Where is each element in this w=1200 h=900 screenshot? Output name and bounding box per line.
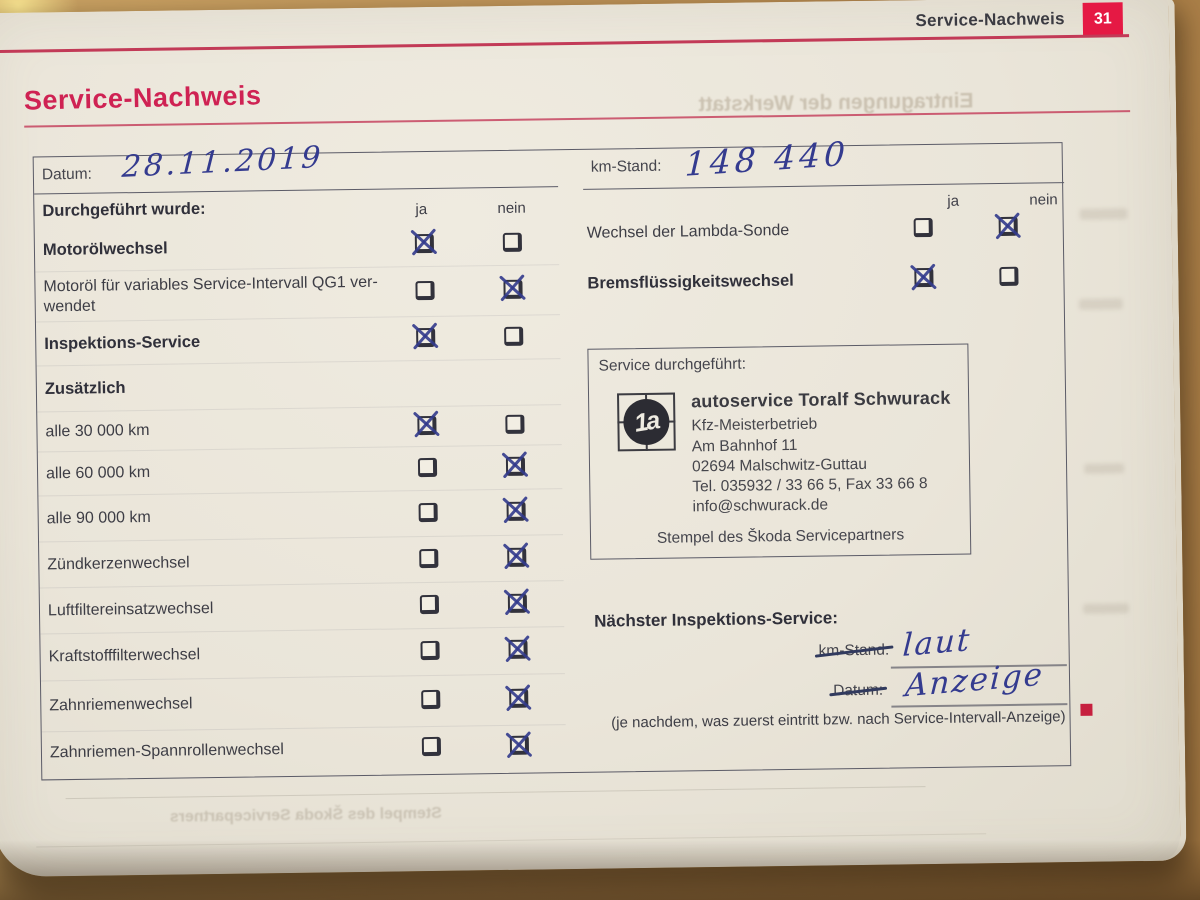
checkbox-ja <box>411 322 439 350</box>
checkbox-nein <box>502 542 530 570</box>
service-item-label: alle 30 000 km <box>45 421 150 440</box>
next-km-label: km-Stand: <box>819 642 890 661</box>
checkbox-nein <box>502 588 531 616</box>
table-row: Kraftstofffilterwechsel <box>40 627 565 682</box>
service-item-label: Inspektions-Service <box>44 332 201 353</box>
service-item-label: Luftfiltereinsatzwechsel <box>47 599 214 619</box>
stamp-text-block: autoservice Toralf Schwurack Kfz-Meister… <box>691 387 965 518</box>
table-row: Zahnriemen-Spannrollenwechsel <box>42 725 567 774</box>
table-row: Inspektions-Service <box>35 315 561 367</box>
section-header-zusaetzlich: Zusätzlich <box>44 378 126 398</box>
next-date-label-text: Datum: <box>833 681 884 700</box>
next-date-handwritten: Anzeige <box>904 656 1045 705</box>
service-item-label: Motorölwechsel <box>42 238 168 259</box>
table-row: Bremsflüssigkeitswechsel <box>587 255 1066 306</box>
checkbox-nein <box>504 326 524 346</box>
bleedthrough-smudge <box>1082 603 1130 614</box>
bleedthrough-bottom-text: Stempel des Škoda Servicepartners <box>169 804 443 826</box>
logo-text: 1a <box>632 405 661 438</box>
checkbox-nein <box>502 232 523 252</box>
km-label: km-Stand: <box>590 157 662 176</box>
checkbox-ja <box>421 736 442 757</box>
date-label: Datum: <box>41 165 92 184</box>
date-handwritten-value: 28.11.2019 <box>120 139 325 185</box>
service-item-label: Zündkerzenwechsel <box>47 553 190 573</box>
checkbox-ja <box>421 689 441 710</box>
bleedthrough-smudge <box>1084 463 1125 474</box>
service-item-label: Kraftstofffilterwechsel <box>48 646 201 666</box>
checkbox-ja <box>415 280 435 300</box>
checkbox-ja <box>418 502 438 522</box>
checkbox-nein <box>504 730 532 759</box>
checkbox-nein <box>498 274 526 302</box>
service-record-table: Datum: 28.11.2019 km-Stand: 148 440 Durc… <box>32 134 1072 781</box>
service-booklet-page: Service-Nachweis 31 Service-Nachweis Ein… <box>0 0 1187 877</box>
checkbox-nein <box>503 634 531 663</box>
stamp-caption: Stempel des Škoda Servicepartners <box>656 526 905 547</box>
bleedthrough-line <box>36 833 987 848</box>
table-row: Zahnriemenwechsel <box>40 674 566 733</box>
service-item-label: alle 90 000 km <box>46 508 151 527</box>
bleedthrough-smudge <box>1079 208 1128 220</box>
checkbox-nein <box>999 266 1019 287</box>
table-row: Luftfiltereinsatzwechsel <box>39 581 565 635</box>
checkbox-nein <box>500 451 529 479</box>
checkbox-ja <box>913 217 933 238</box>
header-rule <box>0 34 1130 54</box>
km-field-row: km-Stand: 148 440 <box>582 134 1065 190</box>
workshop-stamp-box: Service durchgeführt: 1a autoservice Tor… <box>587 343 972 560</box>
stamp-line: Tel. 035932 / 33 66 5, Fax 33 66 8 <box>692 474 928 496</box>
table-row: Motorölwechsel <box>34 221 560 273</box>
next-km-label-text: km-Stand: <box>818 641 890 660</box>
interval-note: (je nachdem, was zuerst eintritt bzw. na… <box>611 708 1066 732</box>
performed-header: Durchgeführt wurde: <box>42 199 206 221</box>
workshop-logo-icon: 1a <box>617 392 676 452</box>
service-item-label: Motoröl für variables Service-Intervall … <box>43 273 378 315</box>
service-item-label: Zahnriemenwechsel <box>49 695 193 715</box>
checkbox-nein <box>505 414 525 434</box>
date-write-line <box>891 703 1068 708</box>
checkbox-ja <box>419 548 439 568</box>
next-km-handwritten: laut <box>901 621 973 664</box>
red-corner-marker <box>1080 703 1093 716</box>
table-row: Zündkerzenwechsel <box>39 535 564 589</box>
bleedthrough-line <box>65 786 926 800</box>
page-title: Service-Nachweis <box>23 80 262 116</box>
page-number-badge: 31 <box>1082 2 1124 37</box>
checkbox-nein <box>501 496 529 524</box>
checkbox-ja <box>419 594 440 614</box>
checkbox-nein <box>504 683 532 712</box>
column-header-ja: ja <box>415 201 428 219</box>
stamp-company-name: autoservice Toralf Schwurack <box>690 387 951 412</box>
performed-items-column: Durchgeführt wurde: ja nein Motorölwechs… <box>34 187 566 774</box>
stamp-line: info@schwurack.de <box>692 496 829 516</box>
table-row: Motoröl für variables Service-Intervall … <box>35 265 560 323</box>
checkbox-ja <box>420 640 440 661</box>
next-date-label: Datum: <box>833 682 883 701</box>
bleedthrough-smudge <box>1078 298 1123 310</box>
checkbox-ja <box>412 410 440 438</box>
checkbox-ja <box>409 228 437 256</box>
km-write-line <box>890 664 1067 669</box>
service-item-label: alle 60 000 km <box>45 463 151 482</box>
column-header-nein: nein <box>497 199 526 218</box>
section-header-row: Zusätzlich <box>36 359 562 413</box>
stamp-box-header: Service durchgeführt: <box>598 355 747 375</box>
table-row: alle 60 000 km <box>37 445 563 497</box>
next-service-header: Nächster Inspektions-Service: <box>594 608 839 631</box>
table-row: alle 90 000 km <box>38 489 563 543</box>
checkbox-ja <box>909 262 937 291</box>
service-item-label: Bremsflüssigkeitswechsel <box>587 271 794 293</box>
booklet-header-title: Service-Nachweis <box>915 9 1065 31</box>
service-item-label: Zahnriemen-Spannrollenwechsel <box>49 741 284 762</box>
km-handwritten-value: 148 440 <box>684 133 850 184</box>
checkbox-ja <box>417 457 438 477</box>
table-row: Wechsel der Lambda-Sonde <box>586 205 1065 256</box>
checkbox-nein <box>993 211 1021 240</box>
logo-disc: 1a <box>623 398 670 446</box>
service-item-label: Wechsel der Lambda-Sonde <box>586 221 790 242</box>
